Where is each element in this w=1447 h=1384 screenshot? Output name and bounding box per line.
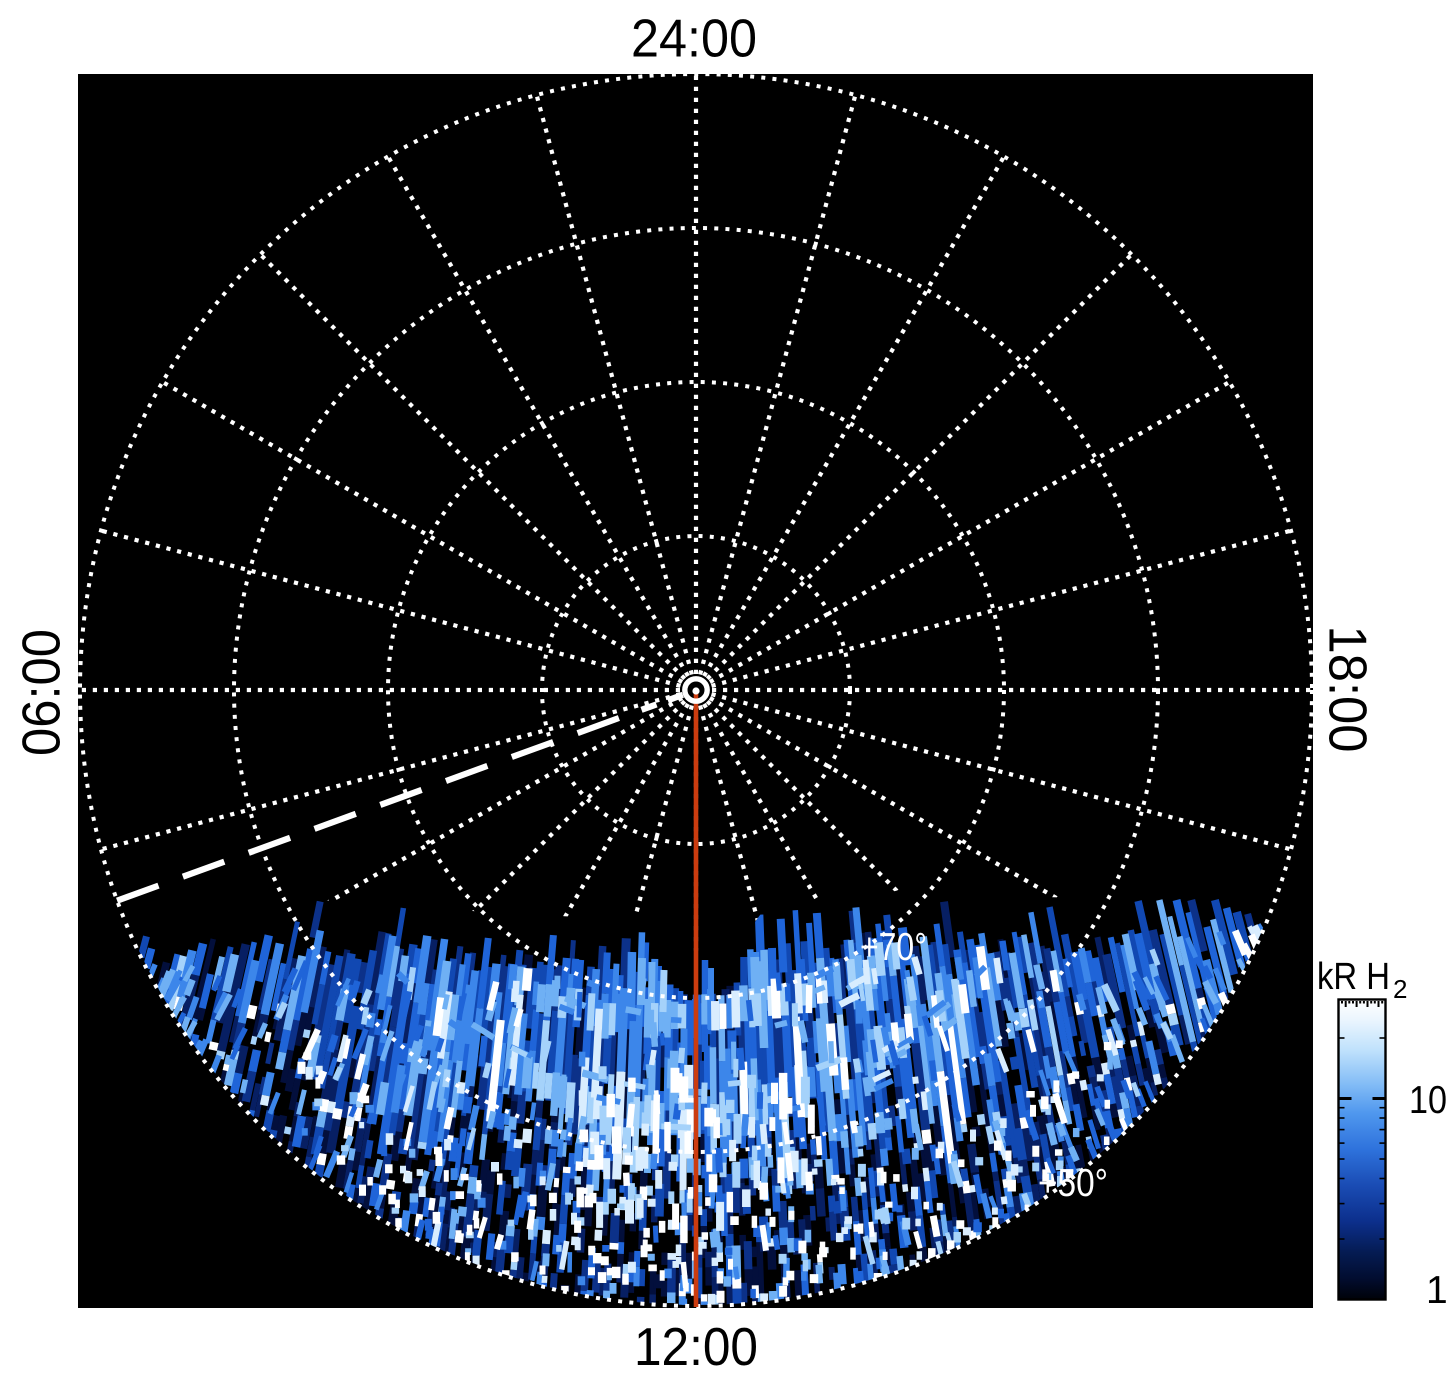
svg-text:+70°: +70° <box>860 926 927 969</box>
svg-text:06:00: 06:00 <box>13 629 72 756</box>
svg-text:24:00: 24:00 <box>631 10 757 69</box>
svg-text:1: 1 <box>1426 1269 1447 1312</box>
svg-text:10: 10 <box>1409 1079 1447 1122</box>
svg-text:2: 2 <box>1393 974 1407 1004</box>
svg-text:12:00: 12:00 <box>634 1318 758 1377</box>
svg-text:18:00: 18:00 <box>1318 626 1377 753</box>
svg-text:+50°: +50° <box>1038 1162 1108 1205</box>
svg-text:kR H: kR H <box>1317 956 1390 998</box>
